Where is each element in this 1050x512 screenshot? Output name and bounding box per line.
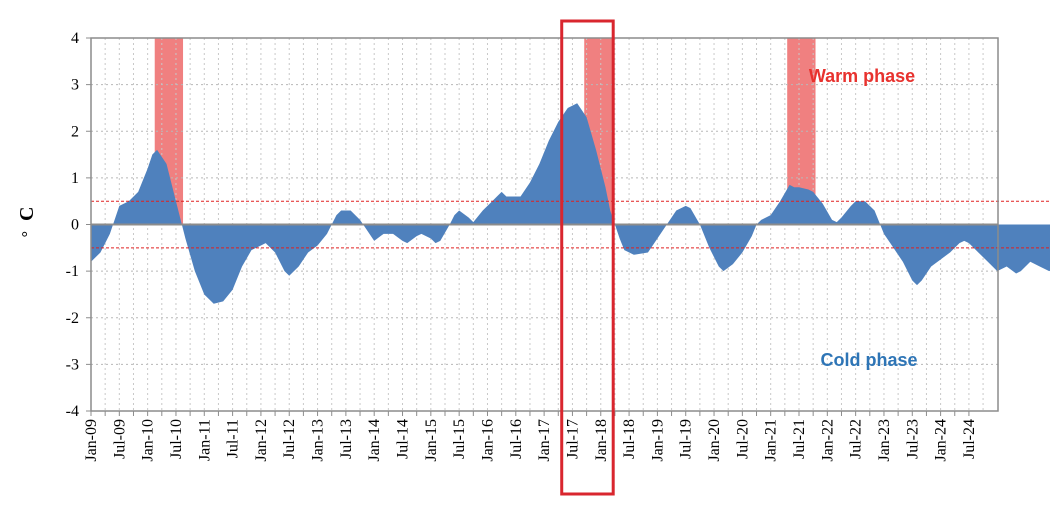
y-axis-title: °C <box>16 207 38 238</box>
x-tick-label: Jan-13 <box>310 419 327 462</box>
x-tick-label: Jan-19 <box>649 419 666 462</box>
x-tick-label: Jan-16 <box>479 419 496 462</box>
y-axis-title-text: °C <box>16 207 38 238</box>
anomaly-series-area <box>91 103 1050 304</box>
y-tick-label: -3 <box>66 356 79 373</box>
y-tick-label: 2 <box>71 123 79 140</box>
x-tick-label: Jul-22 <box>848 419 865 459</box>
focus-box <box>560 19 615 496</box>
x-tick-labels: Jan-09 Jul-09 Jan-10 Jul-10 Jan-11 Jul-11 Jan-… <box>83 419 978 462</box>
axes <box>86 37 999 416</box>
x-tick-label: Jan-14 <box>366 419 383 462</box>
x-tick-label: Jul-13 <box>338 419 355 459</box>
y-tick-label: -2 <box>66 310 79 327</box>
x-tick-label: Jan-23 <box>876 419 893 462</box>
x-tick-label: Jul-21 <box>791 419 808 459</box>
degree-symbol: ° <box>20 231 37 237</box>
x-tick-label: Jan-24 <box>933 419 950 462</box>
x-tick-label: Jan-17 <box>536 419 553 462</box>
x-tick-label: Jul-17 <box>564 419 581 459</box>
anomaly-area <box>91 103 1050 304</box>
x-tick-label: Jul-09 <box>111 419 128 459</box>
y-tick-label: -4 <box>66 403 79 420</box>
x-tick-label: Jan-09 <box>83 419 100 462</box>
celsius-unit: C <box>16 207 38 221</box>
x-tick-label: Jul-11 <box>225 419 242 458</box>
x-tick-label: Jan-10 <box>140 419 157 462</box>
x-tick-label: Jul-10 <box>168 419 185 459</box>
y-tick-label: -1 <box>66 263 79 280</box>
x-tick-label: Jul-14 <box>395 419 412 459</box>
x-tick-label: Jul-23 <box>904 419 921 459</box>
x-tick-label: Jul-19 <box>678 419 695 459</box>
y-tick-label: 3 <box>71 77 79 94</box>
x-tick-label: Jan-22 <box>819 419 836 462</box>
x-tick-label: Jul-12 <box>281 419 298 459</box>
x-tick-label: Jan-11 <box>196 419 213 461</box>
warm-phase-label: Warm phase <box>809 66 915 86</box>
x-tick-label: Jul-20 <box>734 419 751 459</box>
x-tick-label: Jan-12 <box>253 419 270 462</box>
x-tick-label: Jan-18 <box>593 419 610 462</box>
y-tick-label: 4 <box>71 30 79 47</box>
x-tick-label: Jan-20 <box>706 419 723 462</box>
y-tick-labels: 4 3 2 1 0 -1 -2 -3 -4 <box>66 30 79 420</box>
x-tick-label: Jan-21 <box>763 419 780 462</box>
x-tick-label: Jan-15 <box>423 419 440 462</box>
x-tick-label: Jul-18 <box>621 419 638 459</box>
y-tick-label: 1 <box>71 170 79 187</box>
cold-phase-label: Cold phase <box>820 350 917 370</box>
x-tick-label: Jul-16 <box>508 419 525 459</box>
x-tick-label: Jul-24 <box>961 419 978 459</box>
x-tick-label: Jul-15 <box>451 419 468 459</box>
y-tick-label: 0 <box>71 217 79 234</box>
threshold-lines <box>91 200 1050 249</box>
